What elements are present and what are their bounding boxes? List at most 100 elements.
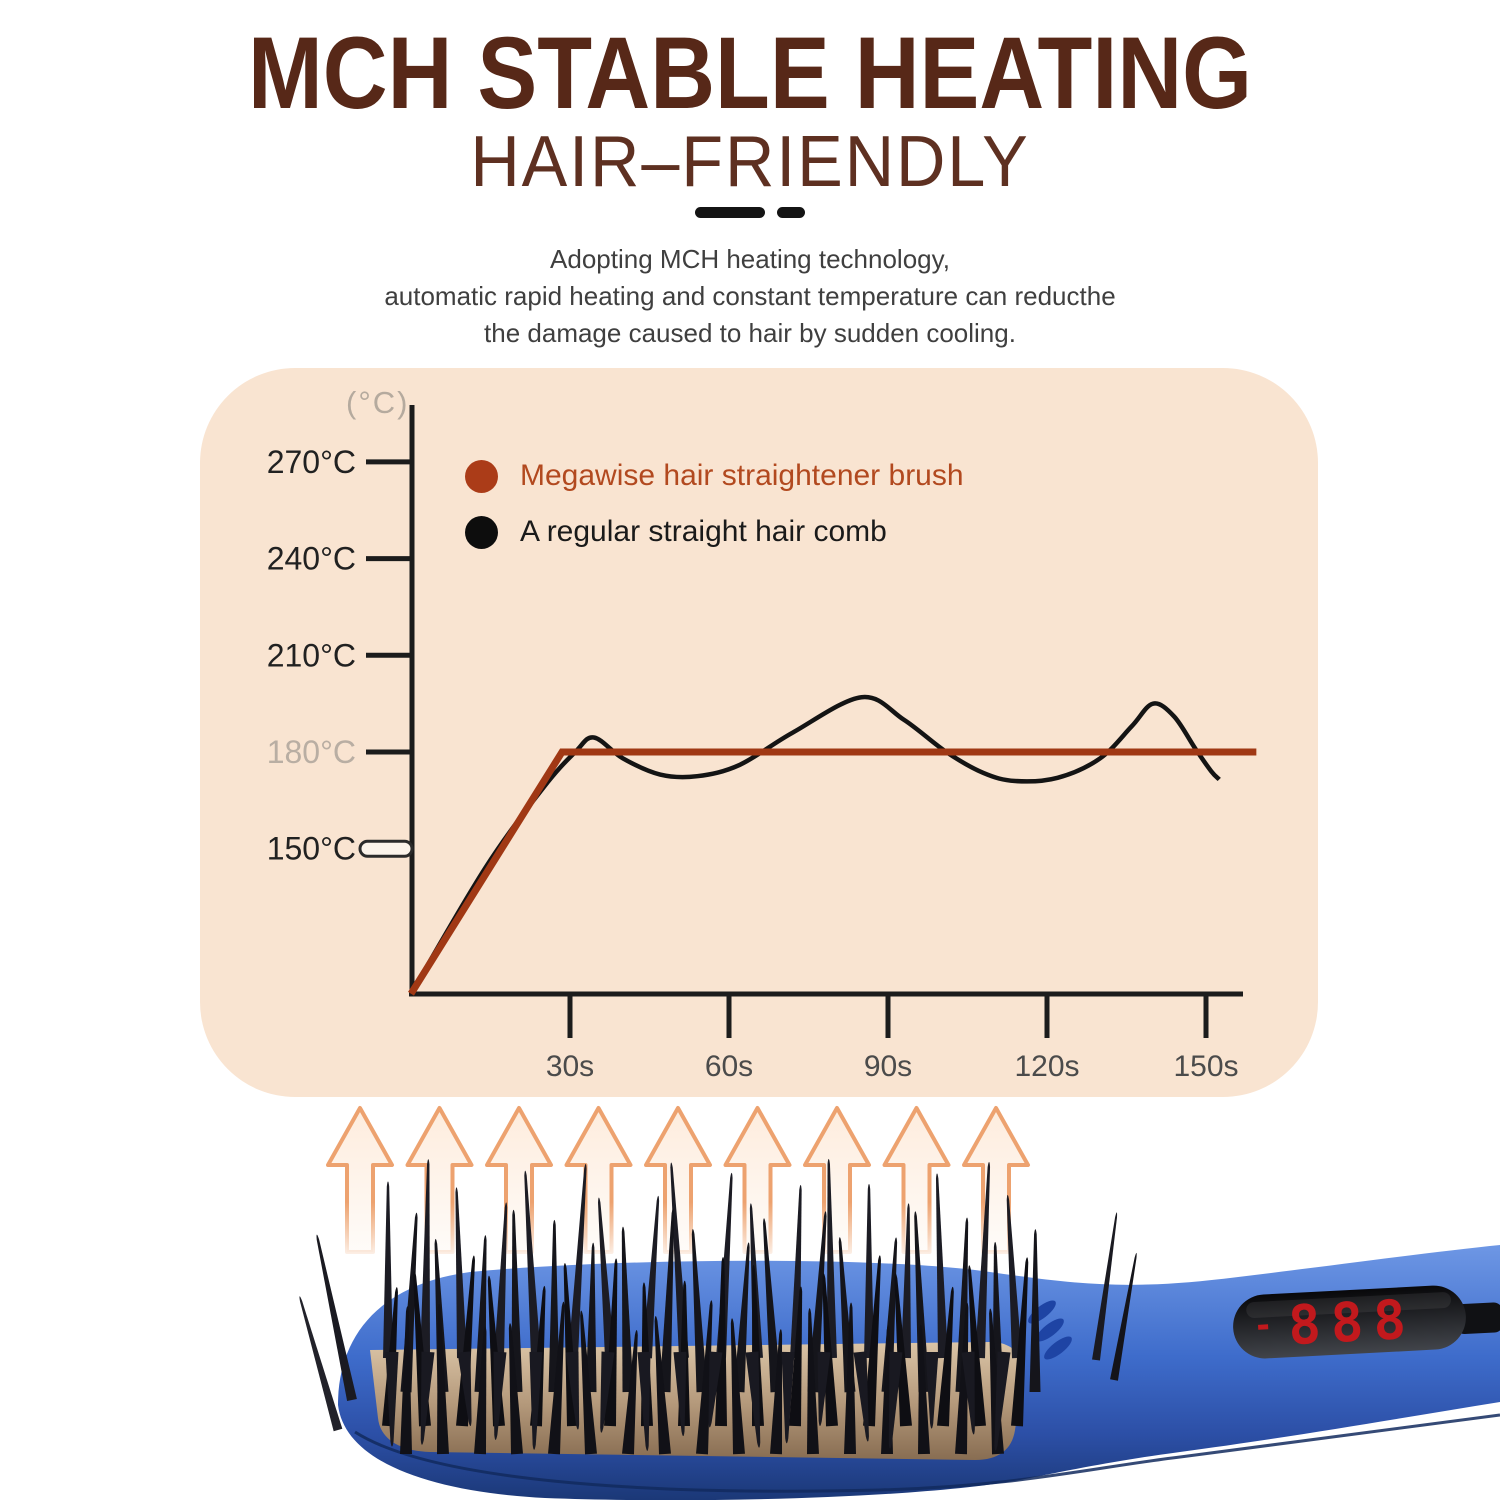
bristle (654, 1315, 671, 1455)
bristle (585, 1242, 597, 1393)
body-seam-line (354, 1413, 1500, 1493)
bristle (955, 1302, 969, 1455)
bristle (745, 1351, 761, 1448)
bristle (565, 1351, 580, 1430)
x-tick-label: 90s (864, 1050, 912, 1083)
bristle (961, 1351, 975, 1435)
x-tick-label: 150s (1173, 1050, 1238, 1083)
description-text: Adopting MCH heating technology, automat… (0, 241, 1500, 352)
bristle (827, 1158, 837, 1359)
legend-dot-black (465, 515, 498, 549)
bristle (730, 1318, 745, 1455)
bristle (864, 1183, 874, 1359)
bristle (918, 1324, 930, 1455)
dash-short (777, 207, 805, 218)
bristle (622, 1329, 638, 1455)
heat-arrow-icon (405, 1106, 474, 1254)
bristle (844, 1302, 856, 1455)
page-title: MCH STABLE HEATING (248, 16, 1252, 130)
bristle (511, 1209, 523, 1393)
bristle (621, 1226, 634, 1393)
legend-label: A regular straight hair comb (520, 515, 887, 548)
bristle (691, 1228, 708, 1393)
chart-legend: Megawise hair straightener brush A regul… (465, 458, 964, 570)
y-tick-hollow (358, 839, 414, 858)
y-axis-unit-label: (°C) (346, 385, 410, 420)
legend-dot-red (465, 459, 498, 493)
y-tick-label: 180°C (267, 734, 356, 770)
bristle (853, 1351, 869, 1442)
bristle (822, 1273, 838, 1427)
bristle (708, 1351, 723, 1428)
bristle (994, 1351, 1011, 1451)
y-tick-label: 270°C (267, 444, 356, 480)
led-indicator-dash (1258, 1324, 1269, 1330)
bristle (888, 1351, 903, 1449)
bristle (548, 1301, 565, 1455)
bristle (1011, 1257, 1029, 1427)
bristle (914, 1211, 930, 1393)
y-tick-label: 240°C (267, 541, 356, 577)
heat-arrow-icon (326, 1106, 394, 1254)
bristle (673, 1351, 687, 1437)
bristle (789, 1286, 803, 1427)
bristle (474, 1326, 487, 1455)
bristle (316, 1234, 357, 1402)
x-tick-label: 60s (705, 1050, 753, 1083)
heat-arrow-icon (962, 1106, 1030, 1254)
bristle (733, 1242, 750, 1393)
y-tick-label: 150°C (267, 831, 356, 867)
bristle (935, 1173, 948, 1359)
bristle (1006, 1194, 1022, 1359)
bristle (696, 1300, 713, 1455)
bristle (763, 1218, 782, 1393)
x-tick-label: 30s (546, 1050, 594, 1083)
series-regular-comb (409, 694, 1221, 995)
bristle (568, 1163, 587, 1359)
bristle (925, 1351, 939, 1429)
page-subtitle: HAIR–FRIENDLY (470, 122, 1030, 202)
bristle-field (299, 1158, 1137, 1455)
bristle (524, 1170, 541, 1359)
bristle (901, 1203, 911, 1359)
heat-arrow-icon (723, 1106, 792, 1254)
bristle (437, 1303, 449, 1455)
bristle (494, 1202, 508, 1359)
heat-arrow-icon (485, 1106, 553, 1254)
heat-arrow-icon (564, 1106, 633, 1254)
bristle (529, 1351, 543, 1450)
bristle (817, 1351, 831, 1427)
bristle (659, 1208, 675, 1393)
product-image: 888 (299, 1106, 1500, 1500)
y-tick-label: 210°C (267, 637, 356, 673)
bristle (807, 1308, 819, 1455)
bristle (937, 1286, 954, 1427)
bristle (420, 1159, 430, 1359)
bristle (894, 1273, 912, 1427)
bristle (770, 1329, 783, 1455)
x-tick-label: 120s (1014, 1050, 1079, 1083)
legend-item-regular: A regular straight hair comb (465, 514, 964, 550)
legend-item-megawise: Megawise hair straightener brush (465, 458, 964, 494)
bristle (299, 1296, 343, 1432)
bristle (400, 1306, 412, 1455)
bristle (1092, 1212, 1118, 1361)
bristle (508, 1323, 523, 1455)
decorative-dashes (0, 207, 1500, 218)
bristle (1110, 1252, 1137, 1381)
bristle (420, 1351, 435, 1445)
description-line: the damage caused to hair by sudden cool… (484, 318, 1016, 348)
bristle (493, 1351, 507, 1440)
legend-label: Megawise hair straightener brush (520, 459, 964, 492)
dash-long (695, 207, 765, 218)
led-display-panel: 888 (1233, 1285, 1500, 1359)
bristle (975, 1161, 991, 1359)
bristle (598, 1197, 615, 1359)
heat-arrow-icon (644, 1106, 712, 1254)
bristle (548, 1219, 560, 1393)
heat-arrow-icon (882, 1106, 951, 1254)
heat-arrow-icon (803, 1106, 871, 1254)
bristle (456, 1255, 475, 1427)
description-line: Adopting MCH heating technology, (550, 244, 950, 274)
